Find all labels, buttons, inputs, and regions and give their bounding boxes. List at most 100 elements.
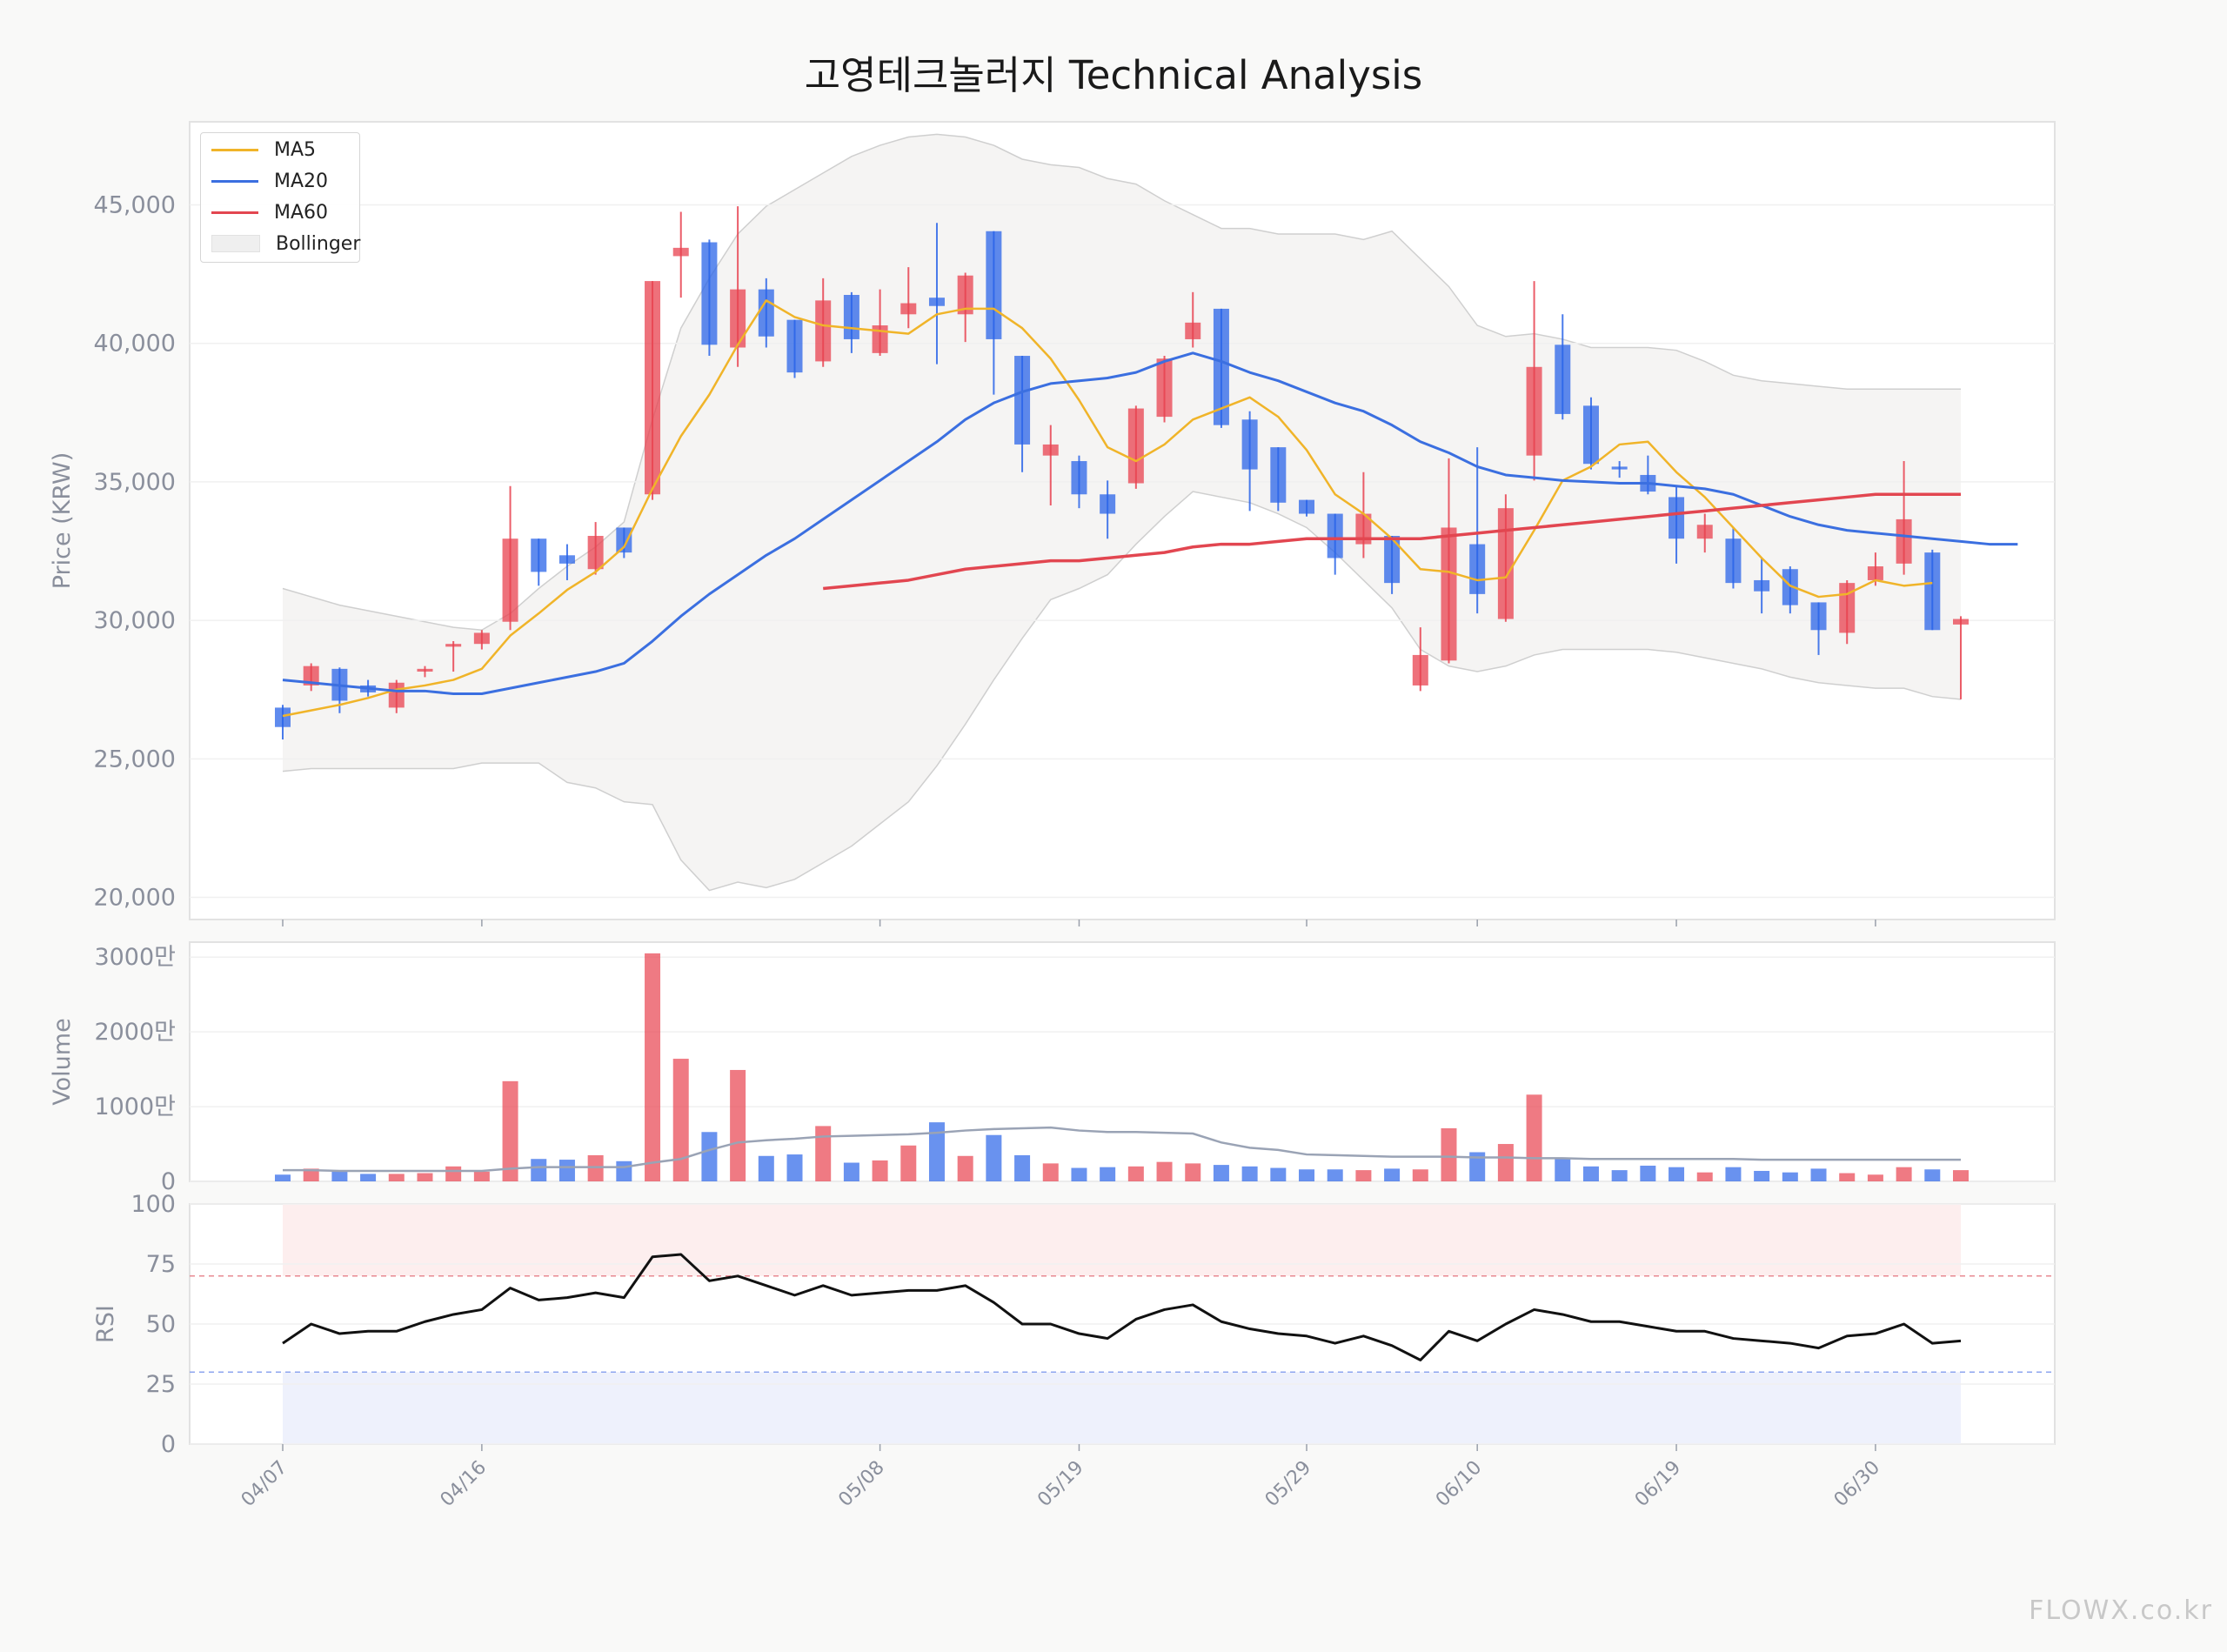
legend-item-ma20: MA20 [211,166,328,196]
x-tick-label: 06/10 [1432,1457,1487,1512]
ma5-line [282,299,1933,718]
candle-body [1810,602,1827,631]
volume-bar [957,1155,973,1181]
volume-bar [1042,1163,1059,1181]
candle-body [1582,405,1599,465]
candle-body [303,665,319,686]
candle-body [701,242,718,345]
chart-legend: MA5 MA20 MA60 Bollinger [200,132,360,263]
volume-bar [388,1174,405,1181]
candle-body [1896,518,1912,564]
volume-bar [331,1171,348,1181]
x-tick-label: 05/08 [834,1457,889,1512]
volume-bar [502,1080,518,1181]
x-tick-label: 06/30 [1830,1457,1885,1512]
volume-bar [1669,1167,1685,1181]
candle-body [275,707,291,727]
volume-bar [531,1159,547,1181]
x-tick-label: 04/16 [437,1457,492,1512]
candle-body [1754,579,1770,592]
candle-body [1526,366,1542,456]
candle-body [1042,444,1059,456]
volume-bar [645,953,661,1181]
volume-bar [1412,1169,1428,1181]
x-tick-label: 05/19 [1033,1457,1088,1512]
volume-bar [1896,1167,1912,1181]
volume-bar [1867,1174,1883,1181]
volume-bar [1725,1167,1742,1181]
candle-body [558,555,575,564]
volume-bar [1270,1167,1287,1181]
volume-bar [417,1173,433,1181]
volume-bar [986,1134,1002,1181]
volume-bar [1497,1144,1514,1181]
candle-body [1924,552,1941,631]
volume-bar [1241,1166,1258,1181]
chart-title: 고영테크놀러지 Technical Analysis [804,52,1423,98]
volume-bar [1213,1165,1229,1181]
candle-body [986,231,1002,339]
legend-label: MA20 [274,170,329,192]
legend-item-ma60: MA60 [211,197,328,227]
volume-bar [303,1168,319,1181]
volume-bar [1810,1168,1827,1181]
candle-body [1469,544,1486,594]
volume-bar [473,1171,490,1181]
rsi-tick-label: 75 [146,1251,176,1278]
candle-body [1185,322,1201,339]
volume-axis-label: Volume [49,1018,76,1105]
candle-body [730,289,746,348]
volume-bar [928,1122,945,1181]
volume-bar [1384,1168,1401,1181]
candle-body [1127,408,1144,484]
volume-panel [189,941,2056,1182]
volume-bar [872,1160,888,1181]
candle-body [388,682,405,708]
rsi-overbought-zone [283,1204,1961,1276]
volume-tick-label: 2000만 [94,1019,176,1046]
volume-bar [1355,1170,1372,1181]
candle-body [1270,447,1287,503]
volume-bar [786,1154,803,1181]
candle-body [1696,525,1713,539]
candle-body [587,536,604,570]
candle-body [1555,344,1571,414]
candle-body [1441,527,1457,661]
volume-bar [672,1059,689,1181]
volume-bar [730,1069,746,1181]
candle-body [473,632,490,645]
bollinger-lower [282,491,1962,892]
volume-bar [758,1155,774,1181]
candle-body [1241,419,1258,470]
volume-bar [1185,1163,1201,1181]
volume-bar [587,1154,604,1181]
legend-line-ma5 [211,148,258,151]
volume-bar [815,1126,832,1181]
candle-body [1071,461,1087,495]
candle-body [1299,499,1315,514]
candle-body [1782,569,1798,605]
volume-bar [1782,1172,1798,1181]
volume-bar [1953,1170,1969,1181]
volume-bar [1156,1161,1173,1181]
price-tick-label: 45,000 [94,192,176,219]
price-tick-label: 20,000 [94,885,176,912]
volume-bar [1839,1173,1856,1181]
legend-line-ma60 [211,211,258,214]
bollinger-upper [282,133,1961,632]
volume-bar [1469,1152,1486,1181]
volume-bar [1696,1172,1713,1181]
price-tick-label: 25,000 [94,746,176,772]
candle-body [1327,513,1343,558]
volume-bar [558,1160,575,1181]
candle-body [1355,513,1372,545]
rsi-oversold-zone [283,1372,1961,1444]
candle-body [1497,508,1514,619]
volume-bar [1127,1166,1144,1181]
candle-body [1156,358,1173,418]
volume-tick-label: 3000만 [94,944,176,971]
candle-body [928,298,945,306]
x-tick-label: 06/19 [1631,1457,1686,1512]
legend-item-ma5: MA5 [211,135,316,164]
